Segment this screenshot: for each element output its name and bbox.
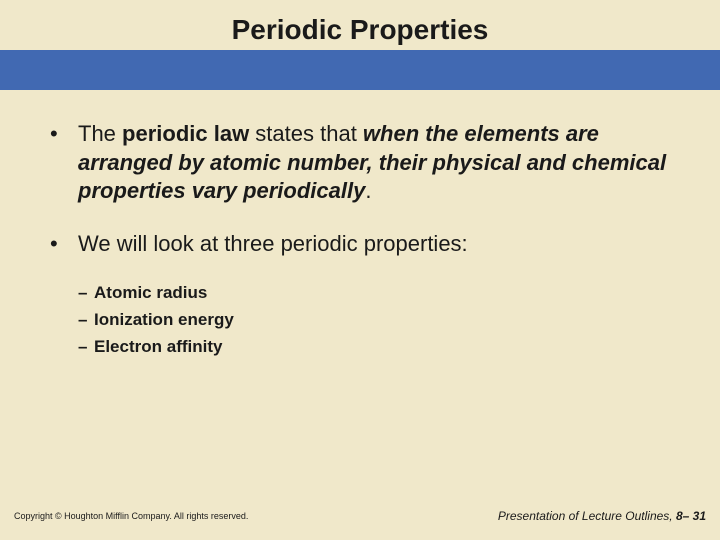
slide-content: • The periodic law states that when the … [0, 90, 720, 500]
sub-bullet-marker: – [78, 309, 94, 332]
bullet-item: • We will look at three periodic propert… [50, 230, 670, 259]
sub-bullet-item: – Electron affinity [78, 336, 670, 359]
slide: Periodic Properties • The periodic law s… [0, 0, 720, 540]
text-run: The [78, 121, 122, 146]
footer-page-ref: Presentation of Lecture Outlines, 8– 31 [498, 509, 706, 523]
text-run: states that [249, 121, 363, 146]
bullet-text: The periodic law states that when the el… [78, 120, 670, 206]
sub-bullet-text: Electron affinity [94, 336, 222, 359]
slide-header: Periodic Properties [0, 0, 720, 90]
sub-bullet-item: – Atomic radius [78, 282, 670, 305]
sub-bullet-item: – Ionization energy [78, 309, 670, 332]
bullet-item: • The periodic law states that when the … [50, 120, 670, 206]
bullet-marker: • [50, 230, 78, 259]
sub-bullet-marker: – [78, 282, 94, 305]
text-run: . [365, 178, 371, 203]
footer-page-number: 8– 31 [676, 509, 706, 523]
sub-bullet-text: Ionization energy [94, 309, 234, 332]
header-accent-band [0, 50, 720, 90]
footer-label: Presentation of Lecture Outlines, [498, 509, 676, 523]
copyright-text: Copyright © Houghton Mifflin Company. Al… [14, 511, 248, 521]
text-bold: periodic law [122, 121, 249, 146]
bullet-text: We will look at three periodic propertie… [78, 230, 670, 259]
sub-bullet-text: Atomic radius [94, 282, 207, 305]
slide-title: Periodic Properties [232, 14, 489, 46]
bullet-marker: • [50, 120, 78, 206]
slide-footer: Copyright © Houghton Mifflin Company. Al… [0, 500, 720, 540]
sub-bullet-marker: – [78, 336, 94, 359]
